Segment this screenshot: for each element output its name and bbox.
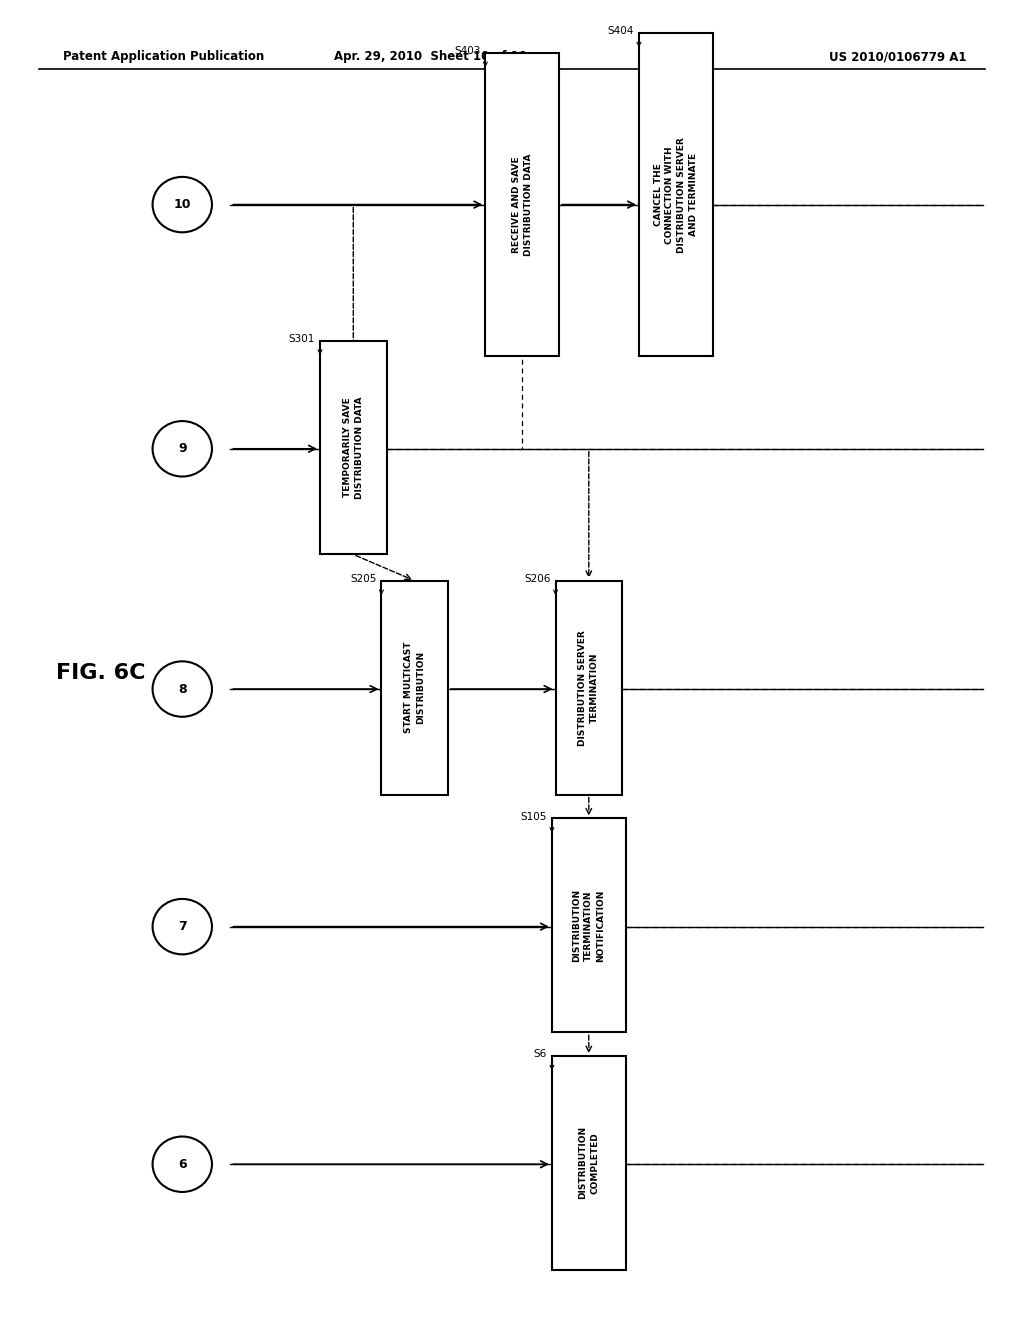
Ellipse shape: [153, 899, 212, 954]
Text: 10: 10: [173, 198, 191, 211]
Text: S403: S403: [454, 46, 480, 57]
Text: Apr. 29, 2010  Sheet 10 of 19: Apr. 29, 2010 Sheet 10 of 19: [334, 50, 526, 63]
Ellipse shape: [153, 177, 212, 232]
Text: 8: 8: [178, 682, 186, 696]
Text: TEMPORARILY SAVE
DISTRIBUTION DATA: TEMPORARILY SAVE DISTRIBUTION DATA: [343, 396, 364, 499]
Text: 6: 6: [178, 1158, 186, 1171]
Text: S301: S301: [289, 334, 315, 345]
Ellipse shape: [153, 1137, 212, 1192]
Text: US 2010/0106779 A1: US 2010/0106779 A1: [829, 50, 967, 63]
Text: 7: 7: [178, 920, 186, 933]
Bar: [552, 818, 626, 1032]
Text: DISTRIBUTION
TERMINATION
NOTIFICATION: DISTRIBUTION TERMINATION NOTIFICATION: [572, 888, 605, 962]
Bar: [555, 581, 622, 795]
Text: START MULTICAST
DISTRIBUTION: START MULTICAST DISTRIBUTION: [404, 642, 425, 734]
Bar: [485, 53, 559, 356]
Text: CANCEL THE
CONNECTION WITH
DISTRIBUTION SERVER
AND TERMINATE: CANCEL THE CONNECTION WITH DISTRIBUTION …: [653, 137, 698, 252]
Text: Patent Application Publication: Patent Application Publication: [63, 50, 265, 63]
Bar: [639, 33, 713, 356]
Text: S6: S6: [534, 1049, 547, 1060]
Bar: [382, 581, 449, 795]
Bar: [552, 1056, 626, 1270]
Bar: [319, 341, 387, 554]
Text: S205: S205: [350, 574, 377, 585]
Text: 9: 9: [178, 442, 186, 455]
Ellipse shape: [153, 421, 212, 477]
Text: DISTRIBUTION
COMPLETED: DISTRIBUTION COMPLETED: [579, 1126, 599, 1200]
Ellipse shape: [153, 661, 212, 717]
Text: S206: S206: [524, 574, 551, 585]
Text: FIG. 6C: FIG. 6C: [56, 663, 145, 684]
Text: DISTRIBUTION SERVER
TERMINATION: DISTRIBUTION SERVER TERMINATION: [579, 630, 599, 746]
Text: RECEIVE AND SAVE
DISTRIBUTION DATA: RECEIVE AND SAVE DISTRIBUTION DATA: [512, 153, 532, 256]
Text: S105: S105: [520, 812, 547, 822]
Text: S404: S404: [607, 26, 634, 37]
